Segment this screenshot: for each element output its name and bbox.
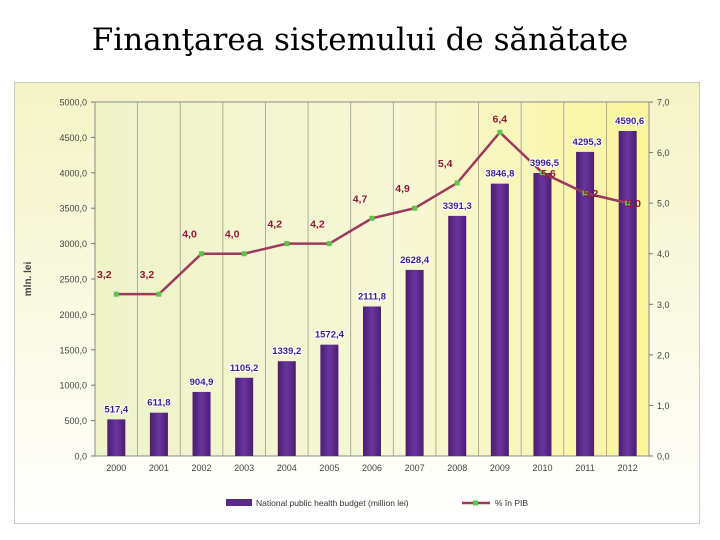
y-tick-label: 4000,0 — [59, 168, 87, 178]
y-tick-label: 500,0 — [64, 416, 87, 426]
y2-tick-label: 4,0 — [657, 249, 670, 259]
line-point — [326, 241, 332, 247]
bar — [235, 377, 254, 456]
y-tick-label: 1000,0 — [59, 381, 87, 391]
line-value-label: 4,0 — [225, 229, 240, 241]
line-value-label: 4,7 — [353, 193, 368, 205]
legend-marker-line — [473, 500, 478, 506]
line-point — [199, 251, 205, 257]
x-tick-label: 2012 — [618, 463, 638, 473]
x-tick-label: 2001 — [149, 463, 169, 473]
bar-value-label: 2111,8 — [358, 291, 386, 302]
legend-swatch-bar — [226, 499, 252, 506]
line-point — [625, 200, 631, 206]
line-point — [156, 291, 162, 297]
bar — [277, 361, 296, 456]
line-value-label: 4,9 — [395, 183, 410, 195]
legend-label-bar: National public health budget (million l… — [256, 498, 409, 508]
x-tick-label: 2010 — [532, 463, 552, 473]
bar — [490, 183, 509, 457]
bar-value-label: 3391,3 — [443, 201, 472, 212]
line-value-label: 6,4 — [493, 113, 508, 125]
line-value-label: 4,2 — [267, 219, 282, 231]
y2-tick-label: 5,0 — [657, 199, 670, 209]
legend-label-line: % în PIB — [495, 498, 528, 508]
bar-value-label: 517,4 — [104, 404, 128, 415]
line-point — [454, 180, 460, 186]
bar — [192, 391, 211, 456]
line-value-label: 5,4 — [438, 158, 453, 170]
y2-tick-label: 2,0 — [657, 350, 670, 360]
line-point — [497, 129, 503, 135]
x-tick-label: 2003 — [234, 463, 254, 473]
line-point — [369, 215, 375, 221]
line-value-label: 5,2 — [584, 188, 599, 200]
bar — [448, 215, 467, 456]
bar-value-label: 611,8 — [147, 398, 170, 409]
x-tick-label: 2000 — [106, 463, 126, 473]
bar-value-label: 1572,4 — [315, 330, 345, 341]
bar — [533, 173, 552, 456]
x-tick-label: 2011 — [575, 463, 594, 473]
y2-tick-label: 7,0 — [657, 98, 670, 108]
y-tick-label: 3500,0 — [59, 204, 87, 214]
x-tick-label: 2002 — [192, 463, 212, 473]
bar — [363, 306, 381, 456]
y-tick-label: 4500,0 — [59, 133, 87, 143]
y-tick-label: 5000,0 — [59, 98, 87, 108]
line-value-label: 3,2 — [97, 269, 112, 281]
x-tick-label: 2005 — [319, 463, 339, 473]
bar-value-label: 3996,5 — [530, 158, 560, 169]
bar — [320, 344, 339, 456]
x-tick-label: 2009 — [490, 463, 510, 473]
bar — [149, 412, 168, 456]
line-point — [412, 205, 418, 211]
bar-value-label: 3846,8 — [485, 169, 514, 180]
line-point — [582, 190, 588, 196]
y-axis-title: mln. lei — [23, 262, 34, 297]
x-tick-label: 2004 — [277, 463, 297, 473]
bar-value-label: 4590,6 — [615, 116, 644, 127]
combo-chart: 517,4 611,8 904,9 1105,2 1339,2 1572,4 2111,8 2… — [13, 81, 701, 525]
y2-tick-label: 0,0 — [657, 452, 670, 462]
line-point — [284, 241, 290, 247]
y-tick-label: 2500,0 — [59, 275, 87, 285]
bar — [576, 151, 595, 456]
y-tick-label: 0,0 — [74, 452, 87, 462]
line-value-label: 5,0 — [626, 198, 641, 210]
bar-value-label: 1105,2 — [230, 363, 259, 374]
bar — [618, 130, 637, 456]
bar-value-label: 4295,3 — [573, 137, 602, 148]
line-value-label: 4,2 — [310, 219, 325, 231]
line-value-label: 5,6 — [541, 168, 556, 180]
line-value-label: 3,2 — [140, 269, 155, 281]
y2-tick-label: 6,0 — [657, 148, 670, 158]
x-tick-label: 2006 — [362, 463, 382, 473]
chart-panel: 517,4 611,8 904,9 1105,2 1339,2 1572,4 2111,8 2… — [13, 81, 701, 525]
bar-value-label: 2628,4 — [400, 255, 430, 266]
line-point — [113, 291, 119, 297]
bar-value-label: 904,9 — [190, 377, 214, 388]
bar — [107, 419, 126, 456]
y-tick-label: 3000,0 — [59, 239, 87, 249]
y-tick-label: 2000,0 — [59, 310, 87, 320]
y2-tick-label: 1,0 — [657, 401, 670, 411]
bar-value-label: 1339,2 — [272, 346, 301, 357]
x-tick-label: 2008 — [447, 463, 467, 473]
x-tick-label: 2007 — [405, 463, 425, 473]
y-tick-label: 1500,0 — [59, 345, 87, 355]
y2-tick-label: 3,0 — [657, 300, 670, 310]
bar — [405, 269, 424, 456]
page-title: Finanţarea sistemului de sănătate — [91, 22, 629, 58]
line-point — [539, 170, 545, 176]
line-point — [241, 251, 247, 257]
line-value-label: 4,0 — [182, 229, 197, 241]
